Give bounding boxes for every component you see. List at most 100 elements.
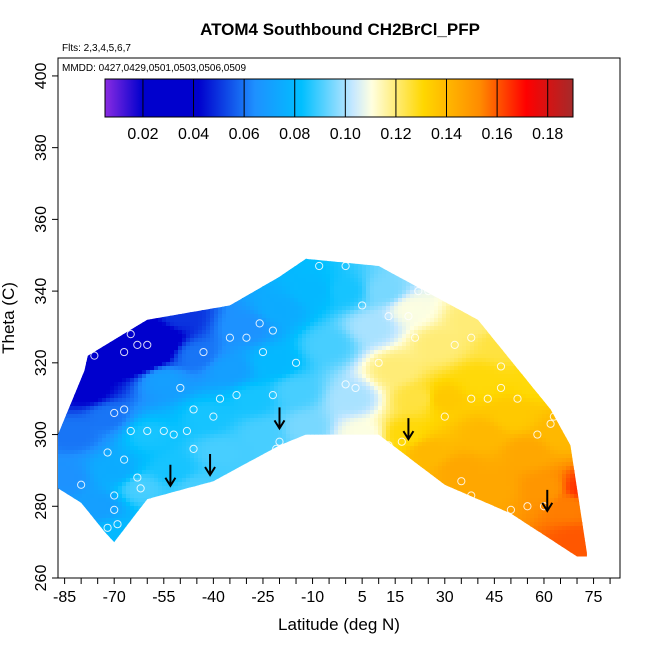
sample-marker: [159, 426, 168, 436]
sample-marker: [189, 444, 198, 453]
sample-marker: [397, 437, 406, 446]
x-tick-label: 60: [535, 589, 553, 606]
sample-marker: [103, 448, 112, 457]
x-tick-label: 75: [585, 589, 603, 606]
colorbar-ticks: 0.02 0.04 0.06 0.08 0.10 0.12 0.14 0.16 0.18: [127, 79, 563, 143]
sample-marker: [275, 437, 284, 446]
profile-arrow: [402, 418, 415, 442]
sample-marker: [133, 473, 142, 482]
colorbar-tick-label: 0.12: [380, 126, 411, 143]
colorbar-tick-label: 0.02: [127, 126, 158, 143]
colorbar: 0.02 0.04 0.06 0.08 0.10 0.12 0.14 0.16 0.18: [104, 78, 574, 143]
sample-marker: [467, 394, 476, 403]
concentration-field: [58, 258, 587, 557]
sample-marker: [546, 419, 555, 428]
sample-marker: [404, 312, 413, 321]
sample-marker: [506, 505, 516, 514]
sample-marker: [490, 312, 499, 321]
sample-marker: [268, 391, 277, 400]
sample-marker: [169, 297, 178, 306]
sample-marker: [358, 301, 367, 310]
x-axis-label: Latitude (deg N): [278, 615, 400, 634]
x-axis: -85 -70 -55 -40 -25 -10 5 15 30 45 60 75: [53, 578, 611, 606]
sample-marker: [268, 326, 277, 335]
sample-marker: [120, 455, 129, 464]
sample-marker: [255, 319, 264, 328]
sample-marker: [103, 523, 112, 532]
sample-marker: [351, 383, 360, 393]
sample-marker: [126, 426, 135, 436]
sample-marker: [483, 505, 492, 514]
y-tick-label: 280: [33, 493, 50, 520]
y-tick-label: 260: [33, 565, 50, 592]
sample-marker: [374, 358, 383, 367]
y-tick-label: 380: [33, 134, 50, 161]
x-tick-label: -70: [103, 589, 126, 606]
sample-marker: [126, 330, 135, 339]
colorbar-tick-label: 0.04: [178, 126, 209, 143]
sample-marker: [549, 412, 558, 421]
sample-marker: [116, 319, 125, 328]
sample-marker: [440, 412, 449, 421]
colorbar-tick-label: 0.10: [330, 126, 361, 143]
sample-marker: [467, 333, 476, 342]
sample-marker: [215, 394, 225, 403]
sample-marker: [291, 358, 301, 367]
sample-marker: [133, 340, 142, 349]
sample-marker: [143, 340, 152, 349]
y-axis: 260 280 300 320 340 360 380 400: [33, 62, 58, 591]
colorbar-tick-label: 0.16: [482, 126, 513, 143]
profile-arrow: [273, 407, 286, 431]
x-tick-label: -85: [53, 589, 76, 606]
sample-marker: [457, 287, 466, 296]
chart-title: ATOM4 Southbound CH2BrCl_PFP: [200, 20, 480, 39]
sample-marker: [301, 437, 311, 446]
sample-marker: [457, 477, 466, 486]
colorbar-tick-label: 0.06: [229, 126, 260, 143]
sample-marker: [156, 498, 165, 507]
colorbar-gradient: [104, 78, 574, 118]
x-tick-label: 15: [386, 589, 404, 606]
sample-marker: [579, 480, 588, 489]
sample-marker: [496, 362, 506, 371]
sample-marker: [242, 333, 251, 342]
sample-marker: [176, 383, 185, 393]
sample-marker: [110, 505, 119, 514]
x-tick-label: 30: [436, 589, 454, 606]
sample-marker: [424, 287, 433, 296]
sample-marker: [384, 312, 393, 321]
sample-marker: [401, 269, 410, 278]
y-tick-label: 340: [33, 278, 50, 305]
y-tick-label: 360: [33, 206, 50, 233]
x-tick-label: -25: [251, 589, 274, 606]
sample-marker: [90, 351, 99, 360]
sample-marker: [182, 426, 192, 436]
sample-marker: [258, 347, 268, 357]
sample-marker: [467, 491, 476, 500]
sample-marker: [315, 261, 324, 271]
sample-marker: [384, 441, 393, 450]
x-tick-label: -40: [202, 589, 225, 606]
sample-marker: [176, 491, 185, 500]
sample-marker: [513, 394, 522, 403]
sample-marker: [341, 380, 350, 389]
sample-marker: [113, 520, 122, 529]
sample-marker: [169, 430, 178, 439]
colorbar-tick-label: 0.08: [279, 126, 310, 143]
flights-annotation: Flts: 2,3,4,5,6,7: [62, 43, 131, 54]
sample-marker: [533, 430, 542, 439]
y-tick-label: 300: [33, 421, 50, 448]
sample-marker: [483, 394, 492, 403]
x-tick-label: 5: [358, 589, 367, 606]
sample-markers: [77, 261, 588, 532]
sample-marker: [143, 426, 152, 436]
sample-marker: [232, 391, 241, 400]
sample-marker: [120, 347, 129, 357]
sample-marker: [136, 484, 145, 493]
sample-marker: [539, 369, 549, 378]
profile-arrow: [164, 464, 177, 488]
sample-marker: [414, 287, 423, 296]
profile-arrows: [164, 407, 554, 513]
sample-marker: [496, 383, 506, 393]
